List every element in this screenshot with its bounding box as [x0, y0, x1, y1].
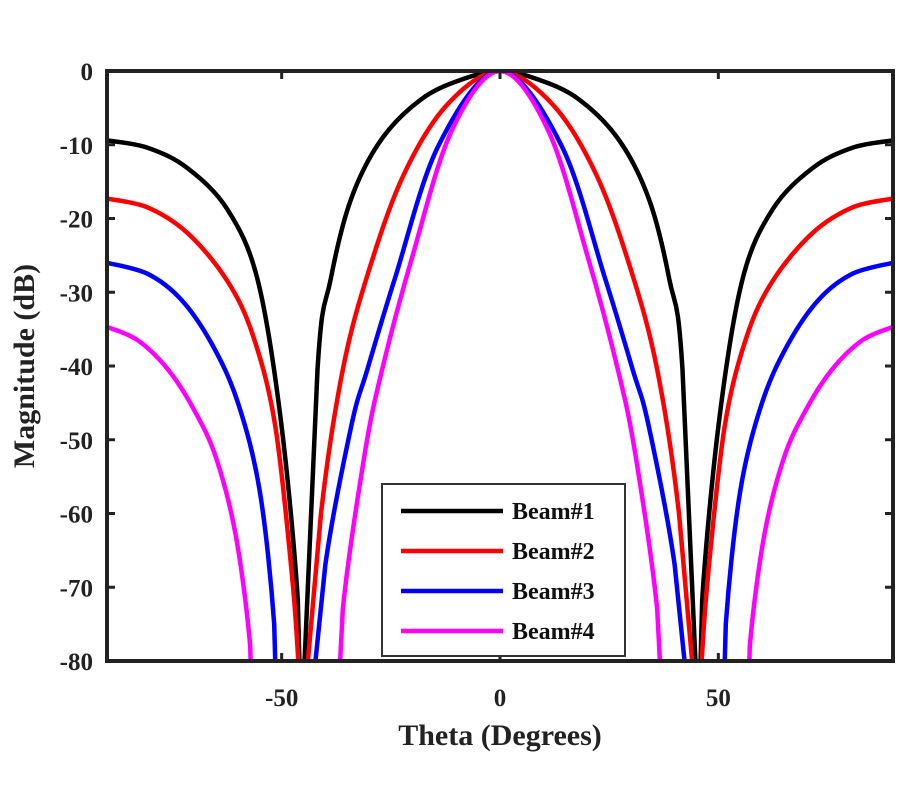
tick-labels: -50 0 50 0 -10 -20 -30 -40 -50 -60 -70 -80 [60, 59, 731, 712]
legend-label-2: Beam#2 [512, 539, 595, 565]
series-line-3 [107, 71, 893, 661]
y-tick-label: -20 [60, 207, 93, 234]
ticks [107, 69, 893, 663]
series-line-1 [107, 71, 893, 661]
legend-label-1: Beam#1 [512, 499, 595, 525]
y-axis-title: Magnitude (dB) [8, 264, 41, 468]
plot-lines [107, 71, 893, 661]
y-tick-label: -50 [60, 428, 93, 455]
y-tick-label: -80 [60, 649, 93, 676]
legend: Beam#1 Beam#2 Beam#3 Beam#4 [381, 483, 626, 657]
x-tick-label: 0 [494, 685, 507, 712]
x-tick-label: -50 [265, 685, 298, 712]
legend-label-4: Beam#4 [512, 619, 595, 645]
series-line-4 [107, 71, 893, 661]
series-line-2 [107, 71, 893, 661]
y-tick-label: -30 [60, 280, 93, 307]
x-axis-title: Theta (Degrees) [398, 719, 602, 752]
legend-label-3: Beam#3 [512, 579, 595, 605]
y-tick-label: 0 [81, 59, 94, 86]
y-tick-label: -60 [60, 502, 93, 529]
y-tick-label: -10 [60, 133, 93, 160]
y-tick-label: -70 [60, 575, 93, 602]
x-tick-label: 50 [706, 685, 731, 712]
y-tick-label: -40 [60, 354, 93, 381]
